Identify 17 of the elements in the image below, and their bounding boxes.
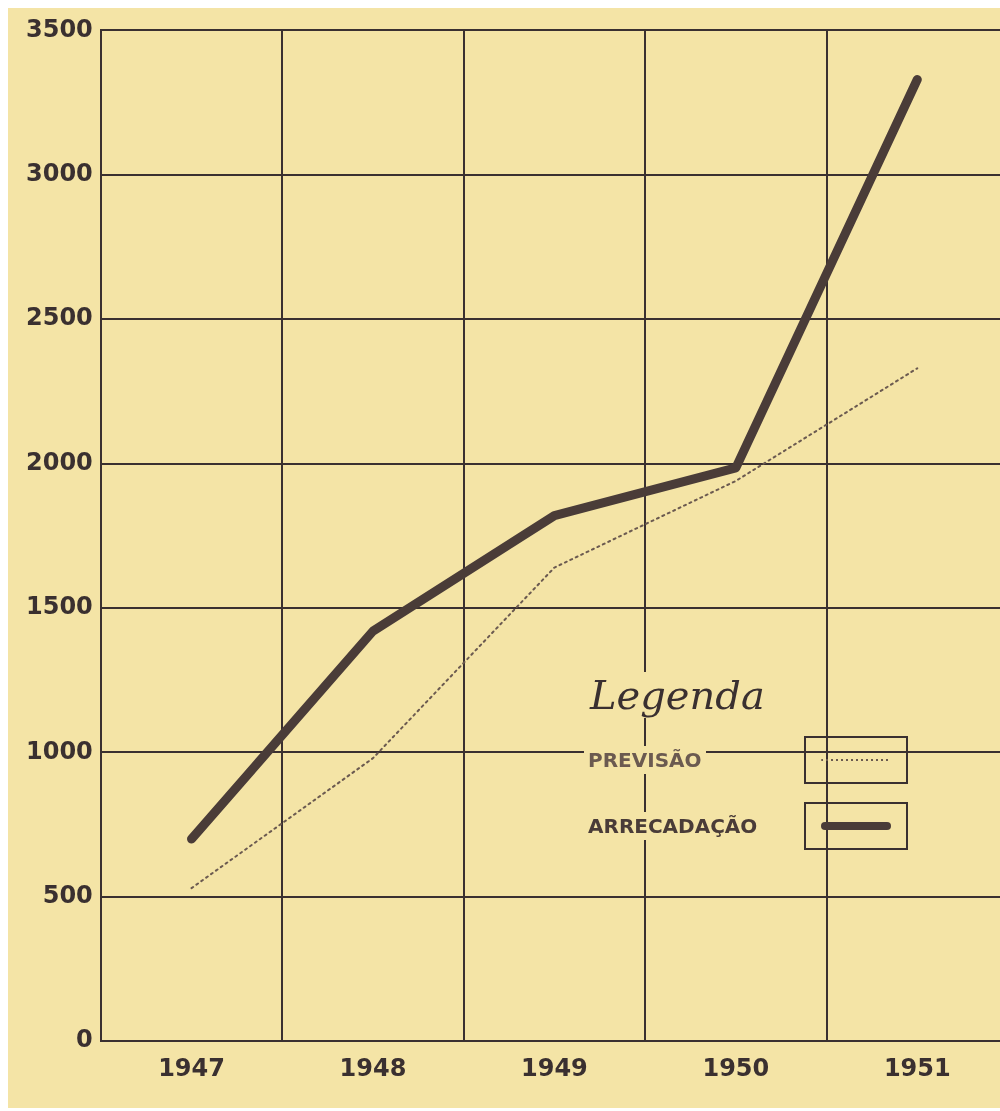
- legend-title: Legenda: [584, 672, 771, 718]
- text: PREVISÃO: [584, 746, 706, 774]
- y-tick-label: 2000: [26, 447, 93, 476]
- x-tick-label: 1951: [883, 1053, 951, 1082]
- y-tick-label: 3000: [26, 159, 93, 188]
- y-tick-label: 1500: [26, 592, 93, 621]
- x-tick-label: 1949: [521, 1053, 588, 1082]
- x-tick-label: 1948: [339, 1053, 407, 1082]
- x-tick-label: 1947: [158, 1053, 225, 1082]
- y-tick-label: 3500: [26, 14, 93, 43]
- x-tick-label: 1950: [702, 1053, 770, 1082]
- y-tick-label: 2500: [26, 303, 93, 332]
- text: ARRECADAÇÃO: [584, 812, 762, 840]
- y-tick-label: 1000: [26, 736, 93, 765]
- line-series: [190, 367, 919, 890]
- y-tick-label: 0: [76, 1025, 93, 1054]
- y-tick-label: 500: [42, 881, 93, 910]
